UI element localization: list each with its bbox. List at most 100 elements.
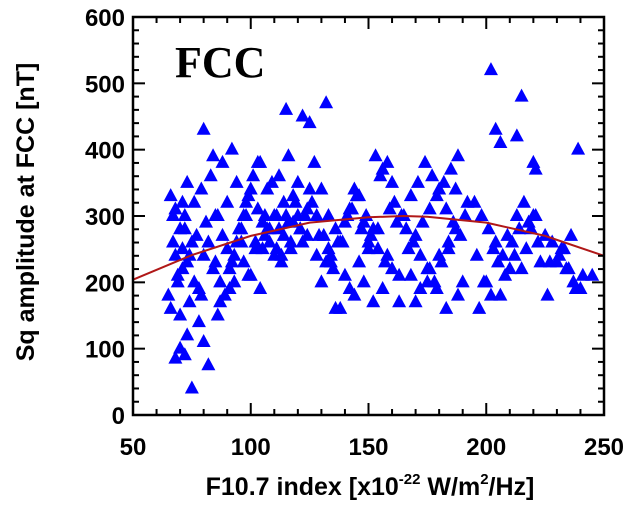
data-point — [392, 267, 407, 281]
data-point — [571, 141, 586, 155]
data-point — [208, 254, 223, 268]
data-point — [467, 194, 482, 208]
data-point — [380, 247, 395, 261]
data-point — [215, 154, 230, 168]
data-point — [455, 274, 470, 288]
data-point — [166, 234, 181, 248]
data-point — [493, 135, 508, 149]
data-point — [481, 221, 496, 235]
data-point — [257, 208, 272, 221]
data-point — [300, 227, 315, 241]
data-point — [439, 201, 454, 215]
y-tick-label: 0 — [112, 403, 125, 430]
data-point — [333, 300, 348, 314]
data-point — [255, 241, 270, 255]
data-point — [283, 241, 298, 255]
data-point — [352, 188, 367, 202]
data-point — [385, 261, 400, 275]
data-point — [180, 327, 195, 341]
data-point — [545, 234, 560, 248]
data-point — [498, 267, 513, 281]
data-point — [267, 208, 282, 221]
data-point — [370, 241, 385, 255]
data-point — [483, 287, 498, 301]
data-point — [321, 208, 336, 221]
data-point — [509, 128, 524, 142]
data-point — [272, 168, 287, 182]
axis-ticks — [132, 16, 605, 416]
data-point — [220, 241, 235, 255]
data-point — [585, 267, 600, 281]
data-point — [375, 161, 390, 175]
y-tick-label: 500 — [85, 71, 125, 98]
data-point — [168, 247, 183, 261]
data-point — [236, 254, 251, 268]
y-tick-label: 200 — [85, 270, 125, 297]
data-point — [575, 267, 590, 281]
data-point — [274, 254, 289, 268]
data-point — [436, 174, 451, 188]
data-point — [220, 194, 235, 208]
x-tick-label: 200 — [466, 434, 506, 461]
data-point — [425, 168, 440, 182]
data-point — [253, 280, 268, 294]
data-point — [163, 188, 178, 202]
data-point — [323, 254, 338, 268]
data-point — [347, 287, 362, 301]
data-point — [443, 161, 458, 175]
data-point — [385, 174, 400, 188]
data-point — [382, 201, 397, 215]
data-point — [392, 294, 407, 308]
data-point — [297, 208, 312, 221]
data-point — [257, 227, 272, 241]
y-axis-title: Sq amplitude at FCC [nT] — [12, 63, 40, 362]
data-point — [201, 234, 216, 248]
data-point — [422, 201, 437, 215]
data-point — [507, 247, 522, 261]
data-point — [375, 280, 390, 294]
x-tick-label: 250 — [584, 434, 624, 461]
data-point — [408, 294, 423, 308]
data-point — [260, 181, 275, 195]
data-point — [222, 280, 237, 294]
data-point — [439, 300, 454, 314]
data-point — [418, 154, 433, 168]
data-point — [483, 62, 498, 76]
data-point — [213, 274, 228, 288]
data-point — [215, 227, 230, 241]
data-point — [307, 154, 322, 168]
data-point — [389, 214, 404, 228]
data-point — [458, 208, 473, 221]
data-point — [170, 267, 185, 281]
data-point — [199, 214, 214, 228]
data-point — [491, 254, 506, 268]
y-tick-labels: 0 100 200 300 400 500 600 — [85, 5, 125, 430]
data-point — [561, 261, 576, 275]
data-point — [342, 280, 357, 294]
data-point — [314, 181, 329, 195]
data-point — [429, 188, 444, 202]
data-point — [166, 208, 181, 221]
data-point — [175, 194, 190, 208]
data-point — [352, 254, 367, 268]
data-point — [319, 95, 334, 109]
data-point — [474, 208, 489, 221]
data-point — [250, 201, 265, 215]
data-point — [505, 234, 520, 248]
data-point — [333, 234, 348, 248]
data-point — [413, 247, 428, 261]
data-point — [448, 181, 463, 195]
data-point — [361, 241, 376, 255]
data-point — [516, 194, 531, 208]
data-point — [394, 208, 409, 221]
data-point — [161, 287, 176, 301]
data-point — [528, 208, 543, 221]
data-point — [403, 188, 418, 202]
data-point — [302, 115, 317, 129]
data-point — [210, 307, 225, 321]
x-axis-title: F10.7 index [x10-22 W/m2/Hz] — [206, 471, 535, 501]
data-point — [321, 241, 336, 255]
data-point — [302, 181, 317, 195]
data-point — [191, 314, 206, 328]
data-point — [175, 241, 190, 255]
